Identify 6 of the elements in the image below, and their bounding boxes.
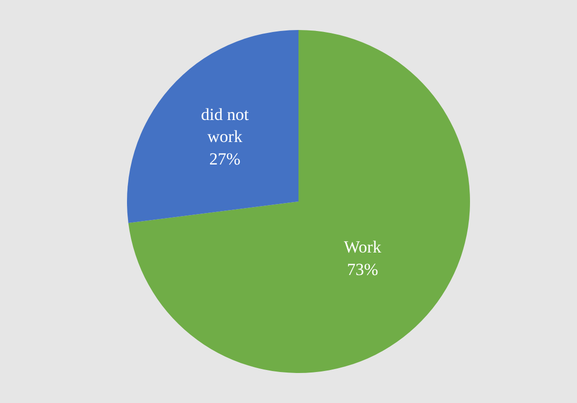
slice-label: Work [344, 238, 382, 257]
slice-label: did not work [201, 105, 249, 146]
data-label: 73% [346, 260, 378, 279]
data-label: 27% [209, 149, 240, 168]
pie-slice [127, 30, 298, 223]
pie-slice [128, 30, 470, 373]
